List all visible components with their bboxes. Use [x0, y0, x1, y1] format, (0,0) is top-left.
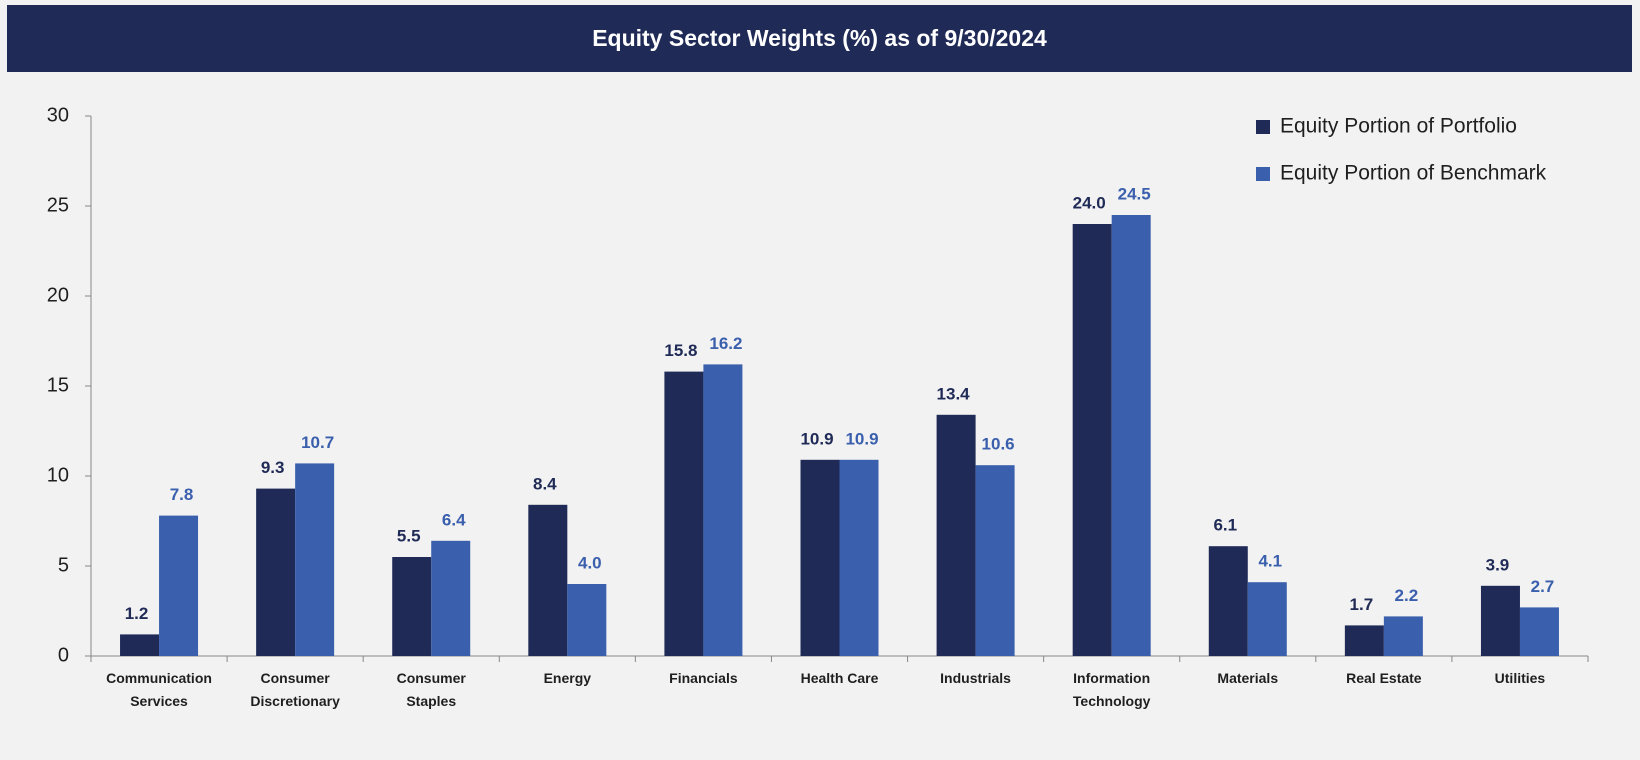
bar [664, 371, 704, 656]
x-tick-label: Materials [1217, 670, 1279, 686]
y-tick-label: 15 [47, 374, 69, 396]
legend-swatch [1256, 120, 1270, 134]
x-tick-label: Consumer Staples [396, 670, 466, 709]
x-tick-label: Consumer Discretionary [250, 670, 340, 709]
data-label: 2.2 [1395, 586, 1419, 605]
x-tick-label: Real Estate [1346, 670, 1422, 686]
bar [567, 584, 607, 656]
data-label: 3.9 [1486, 555, 1510, 574]
data-label: 13.4 [937, 384, 971, 403]
bar [120, 634, 160, 656]
bar [1247, 582, 1287, 656]
bar [431, 540, 471, 656]
bar [1344, 625, 1384, 656]
legend-label: Equity Portion of Portfolio [1280, 115, 1517, 138]
x-tick-label: Utilities [1494, 670, 1546, 686]
y-tick-label: 10 [47, 464, 69, 486]
legend-label: Equity Portion of Benchmark [1280, 162, 1547, 185]
bar [295, 463, 335, 656]
data-label: 24.5 [1118, 184, 1151, 203]
data-label: 16.2 [709, 334, 742, 353]
bar [975, 465, 1015, 656]
bar [1480, 585, 1520, 656]
bar [800, 459, 840, 656]
data-label: 8.4 [533, 474, 557, 493]
bar [392, 557, 432, 656]
data-label: 7.8 [170, 485, 194, 504]
bar [256, 488, 296, 656]
data-label: 10.6 [982, 435, 1015, 454]
bar [1208, 546, 1248, 656]
x-tick-label: Energy [543, 670, 592, 686]
data-label: 15.8 [664, 341, 697, 360]
bar [1111, 215, 1151, 656]
y-tick-label: 0 [58, 644, 69, 666]
x-tick-label: Communication Services [106, 670, 212, 709]
legend-swatch [1256, 167, 1270, 181]
data-label: 10.9 [800, 429, 833, 448]
data-label: 6.4 [442, 510, 466, 529]
bar [528, 504, 568, 656]
y-tick-label: 25 [47, 194, 69, 216]
data-label: 4.1 [1258, 552, 1282, 571]
x-tick-label: Financials [669, 670, 738, 686]
data-label: 1.2 [125, 604, 149, 623]
x-tick-label: Industrials [940, 670, 1011, 686]
bar [159, 515, 199, 656]
data-label: 2.7 [1531, 577, 1555, 596]
x-tick-label: Health Care [800, 670, 879, 686]
data-label: 9.3 [261, 458, 285, 477]
bar [1383, 616, 1423, 656]
bar [1519, 607, 1559, 656]
y-tick-label: 20 [47, 284, 69, 306]
bar [936, 414, 976, 656]
y-tick-label: 30 [47, 104, 69, 126]
chart-title: Equity Sector Weights (%) as of 9/30/202… [7, 5, 1632, 72]
data-label: 6.1 [1213, 516, 1237, 535]
data-label: 24.0 [1073, 193, 1106, 212]
bar [1072, 224, 1112, 656]
data-label: 10.9 [845, 429, 878, 448]
data-label: 1.7 [1350, 595, 1374, 614]
x-tick-label: Information Technology [1072, 670, 1151, 709]
y-tick-label: 5 [58, 554, 69, 576]
data-label: 4.0 [578, 553, 602, 572]
data-label: 10.7 [301, 433, 334, 452]
bar [839, 459, 879, 656]
data-label: 5.5 [397, 526, 421, 545]
bar [703, 364, 743, 656]
